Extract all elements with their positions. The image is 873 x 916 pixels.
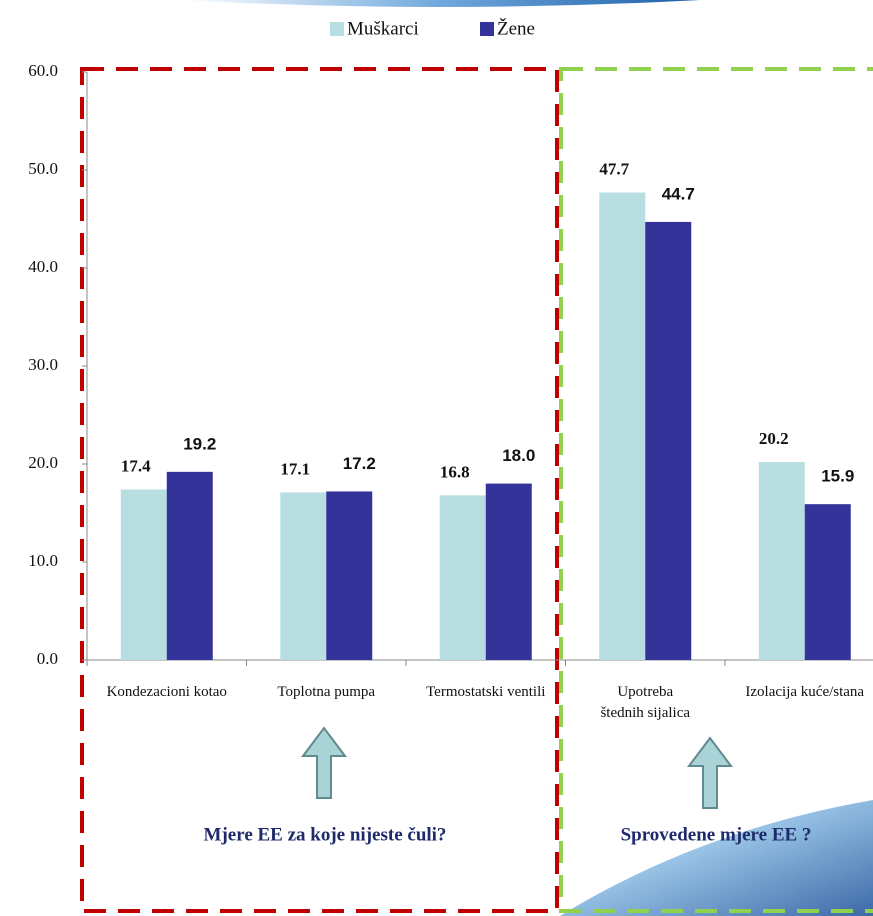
group-box	[80, 67, 559, 913]
value-label: 17.1	[280, 459, 310, 478]
value-label: 16.8	[440, 462, 470, 481]
x-tick-label: Izolacija kuće/stana	[745, 684, 865, 700]
y-tick-label: 10.0	[28, 551, 58, 570]
bar	[280, 492, 327, 660]
value-label: 15.9	[821, 467, 854, 486]
x-tick-label: Kondezacioni kotao	[106, 684, 227, 700]
y-tick-label: 40.0	[28, 257, 58, 276]
y-tick-label: 50.0	[28, 159, 58, 178]
x-tick-label: Upotreba štednih sijalica	[600, 684, 691, 721]
value-label: 47.7	[599, 159, 629, 178]
legend-swatch	[480, 22, 494, 36]
value-label: 17.4	[121, 456, 151, 475]
value-label: 20.2	[759, 429, 789, 448]
bar	[599, 192, 646, 661]
y-tick-label: 30.0	[28, 355, 58, 374]
bar	[120, 489, 167, 660]
legend-label: Žene	[497, 17, 535, 39]
bar	[439, 495, 486, 660]
annotation: Mjere EE za koje nijeste čuli?	[204, 824, 447, 845]
value-label: 18.0	[502, 446, 535, 465]
value-label: 44.7	[662, 184, 695, 203]
x-tick-label: Termostatski ventili	[426, 684, 546, 700]
bar	[804, 504, 851, 660]
value-label: 19.2	[183, 434, 216, 453]
y-tick-label: 60.0	[28, 61, 58, 80]
annotation: Sprovedene mjere EE ?	[621, 824, 812, 845]
arrow	[301, 726, 733, 809]
legend-label: Muškarci	[347, 18, 419, 39]
value-label: 17.2	[343, 454, 376, 473]
bar	[485, 483, 532, 660]
bar	[166, 471, 213, 660]
bar	[645, 221, 692, 660]
decoration	[560, 800, 873, 916]
legend-swatch	[330, 22, 344, 36]
bar	[758, 462, 805, 660]
bar	[326, 491, 373, 660]
y-tick-label: 0.0	[37, 649, 58, 668]
x-tick-label: Toplotna pumpa	[277, 684, 376, 700]
y-tick-label: 20.0	[28, 453, 58, 472]
decoration	[180, 0, 700, 7]
